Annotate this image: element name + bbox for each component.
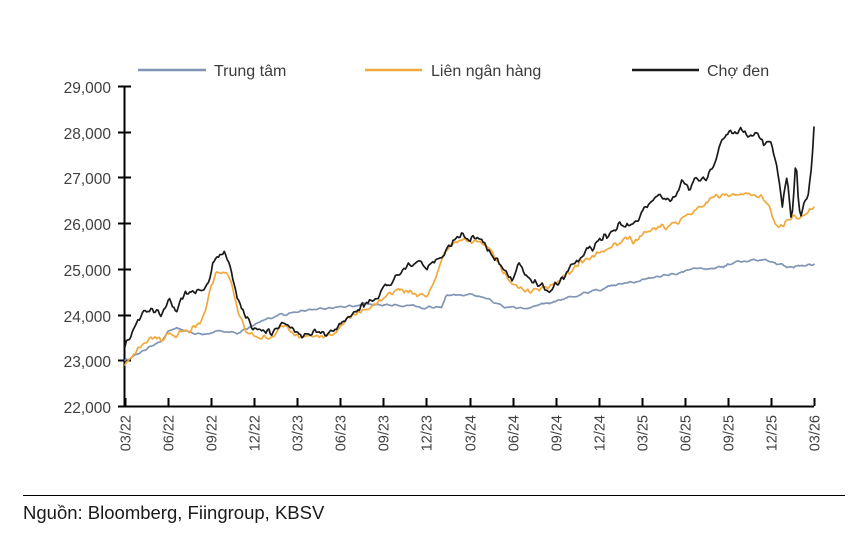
svg-text:09/24: 09/24 bbox=[550, 415, 566, 451]
svg-text:24,000: 24,000 bbox=[64, 309, 112, 326]
svg-text:23,000: 23,000 bbox=[64, 354, 112, 371]
svg-text:22,000: 22,000 bbox=[64, 400, 112, 417]
svg-text:28,000: 28,000 bbox=[64, 126, 112, 143]
svg-text:Chợ đen: Chợ đen bbox=[707, 63, 769, 80]
svg-text:27,000: 27,000 bbox=[64, 171, 112, 188]
svg-text:26,000: 26,000 bbox=[64, 217, 112, 234]
svg-text:12/24: 12/24 bbox=[593, 415, 609, 451]
svg-text:Liên ngân hàng: Liên ngân hàng bbox=[431, 63, 541, 80]
svg-text:03/26: 03/26 bbox=[808, 415, 824, 451]
svg-text:12/23: 12/23 bbox=[420, 415, 436, 451]
svg-text:09/25: 09/25 bbox=[722, 415, 738, 451]
svg-text:Trung tâm: Trung tâm bbox=[214, 63, 286, 80]
svg-text:12/22: 12/22 bbox=[248, 415, 264, 451]
svg-text:06/22: 06/22 bbox=[162, 415, 178, 451]
svg-text:03/24: 03/24 bbox=[464, 415, 480, 451]
svg-text:09/23: 09/23 bbox=[377, 415, 393, 451]
svg-text:03/22: 03/22 bbox=[119, 415, 135, 451]
svg-text:29,000: 29,000 bbox=[64, 80, 112, 97]
svg-text:06/25: 06/25 bbox=[679, 415, 695, 451]
svg-text:03/25: 03/25 bbox=[636, 415, 652, 451]
svg-text:09/22: 09/22 bbox=[205, 415, 221, 451]
svg-text:06/23: 06/23 bbox=[334, 415, 350, 451]
svg-text:12/25: 12/25 bbox=[765, 415, 781, 451]
svg-text:25,000: 25,000 bbox=[64, 263, 112, 280]
svg-text:06/24: 06/24 bbox=[507, 415, 523, 451]
svg-text:03/23: 03/23 bbox=[291, 415, 307, 451]
